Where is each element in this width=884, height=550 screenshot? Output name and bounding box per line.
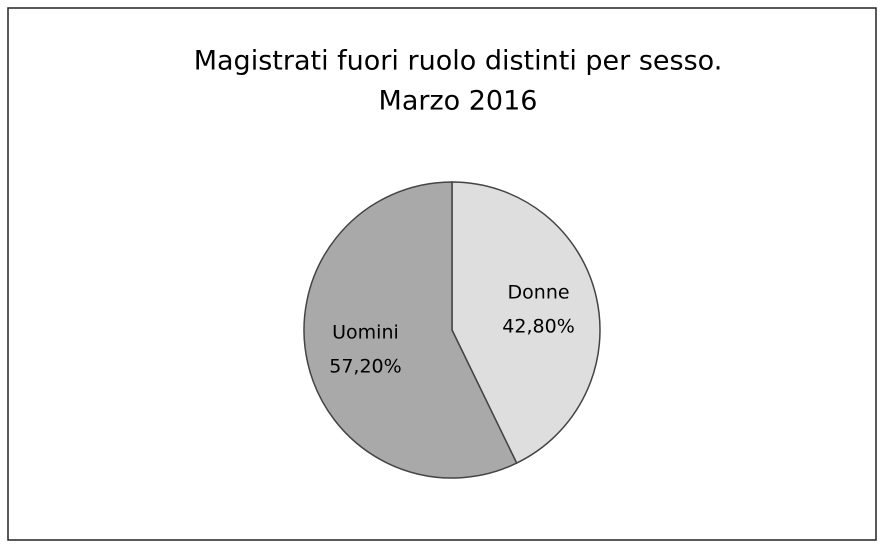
slice-label: Uomini	[332, 321, 399, 343]
slice-label: Donne	[508, 282, 570, 304]
chart-title: Magistrati fuori ruolo distinti per sess…	[194, 46, 723, 77]
slice-value-label: 57,20%	[329, 355, 401, 377]
pie-slice	[303, 181, 518, 479]
chart-subtitle: Marzo 2016	[379, 86, 538, 117]
pie-slice	[451, 181, 601, 465]
slice-value-label: 42,80%	[502, 316, 574, 338]
